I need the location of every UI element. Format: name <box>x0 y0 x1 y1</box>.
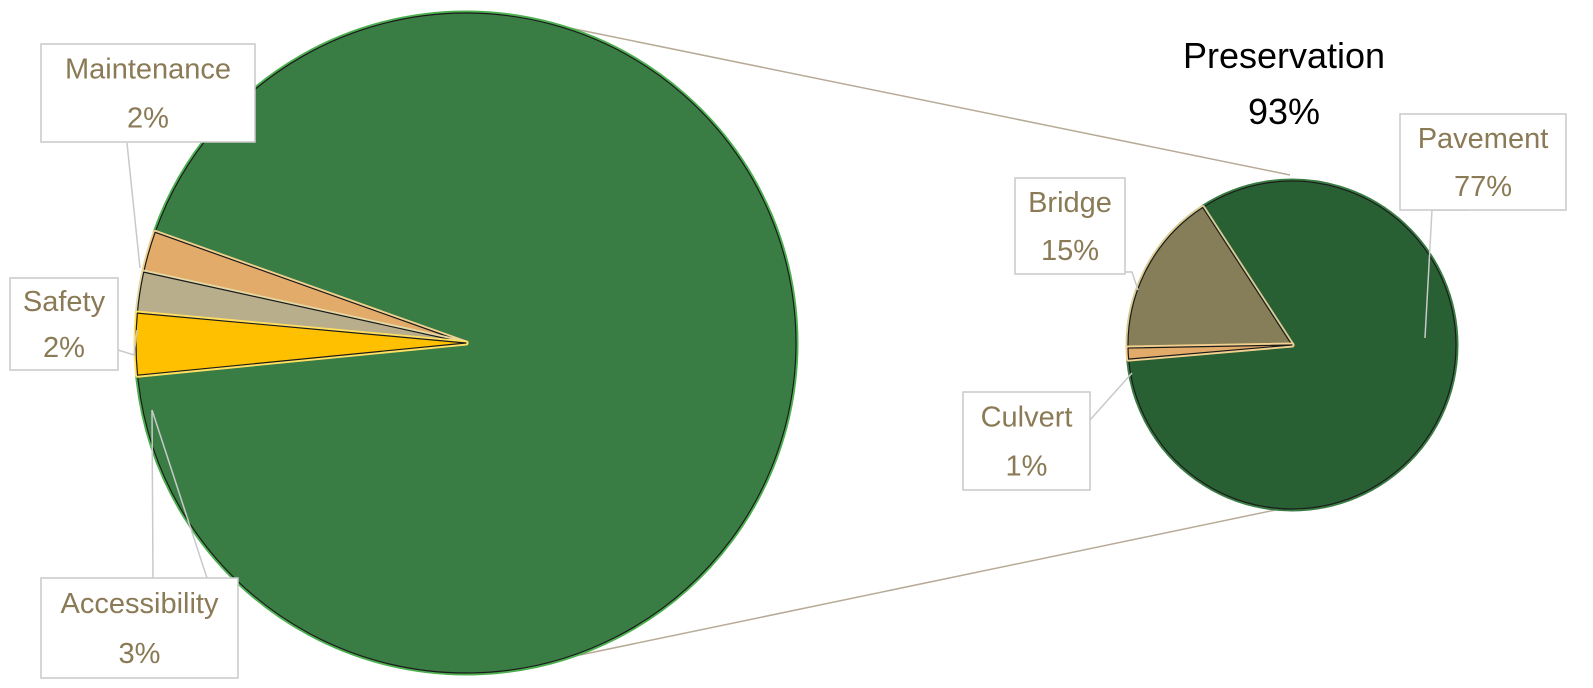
leader-culvert <box>1089 372 1133 421</box>
slice-bridge <box>1125 204 1295 351</box>
leader-bridge <box>1125 271 1139 291</box>
label-maintenance-name: Maintenance <box>65 54 231 86</box>
connector-top <box>559 25 1291 176</box>
label-maintenance-value: 2% <box>127 103 169 135</box>
label-accessibility-name: Accessibility <box>61 588 219 620</box>
main-pie <box>133 10 799 676</box>
slice-culvert <box>1125 342 1295 362</box>
label-accessibility: Accessibility 3% <box>40 577 239 679</box>
data-labels: Maintenance 2% Safety 2% Accessibility 3% Brid… <box>9 35 1567 679</box>
label-accessibility-value: 3% <box>119 638 161 670</box>
label-culvert: Culvert 1% <box>962 391 1091 491</box>
label-preservation: Preservation 93% <box>1183 35 1385 132</box>
label-preservation-value: 93% <box>1248 91 1320 132</box>
label-bridge-name: Bridge <box>1028 187 1112 219</box>
label-safety-name: Safety <box>23 286 106 318</box>
connector-lines <box>559 25 1291 656</box>
leader-accessibility <box>151 409 154 579</box>
connector-bottom <box>579 507 1286 656</box>
label-safety-value: 2% <box>43 332 85 364</box>
leader-accessibility-2 <box>151 409 208 579</box>
label-pavement: Pavement 77% <box>1399 113 1567 211</box>
label-preservation-name: Preservation <box>1183 35 1385 76</box>
label-bridge-value: 15% <box>1041 235 1099 267</box>
label-culvert-name: Culvert <box>981 402 1073 434</box>
leader-maintenance <box>126 142 141 269</box>
leader-safety <box>117 329 138 356</box>
slice-accessibility <box>133 310 469 378</box>
label-bridge: Bridge 15% <box>1014 177 1126 275</box>
label-culvert-value: 1% <box>1006 451 1048 483</box>
breakout-pie <box>1125 178 1459 512</box>
label-pavement-name: Pavement <box>1418 123 1549 155</box>
label-maintenance: Maintenance 2% <box>40 43 256 143</box>
label-pavement-value: 77% <box>1454 171 1512 203</box>
label-safety: Safety 2% <box>9 277 119 371</box>
